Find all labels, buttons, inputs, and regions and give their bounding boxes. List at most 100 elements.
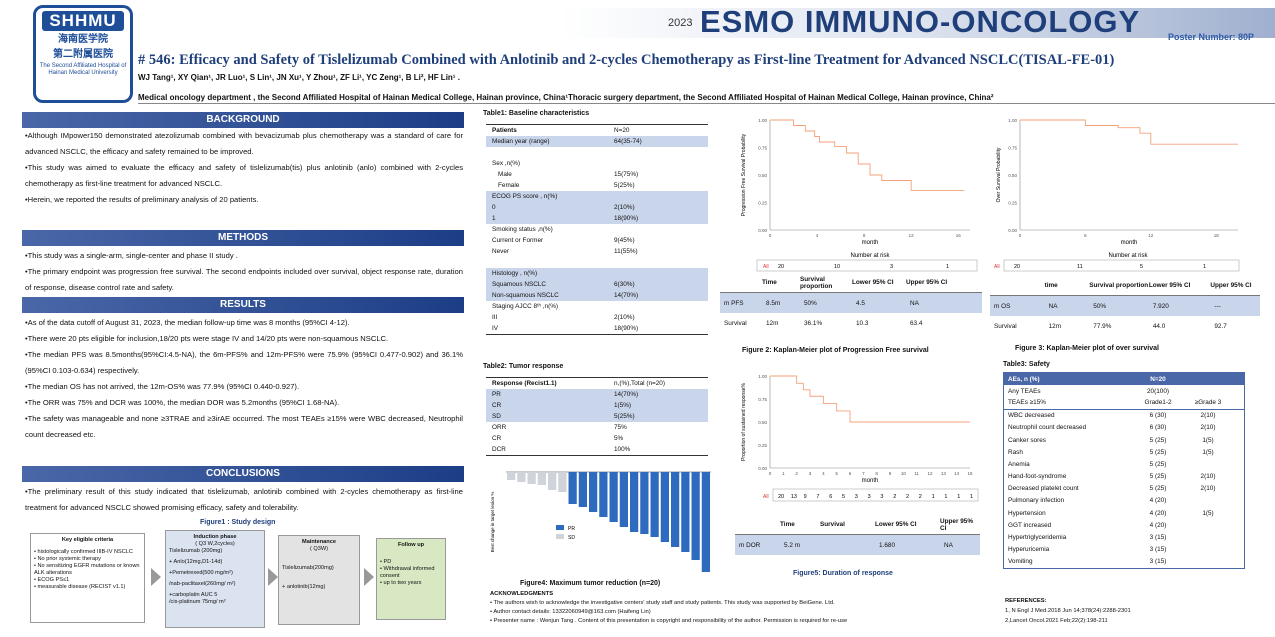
x-tick-label: 0 bbox=[1019, 233, 1022, 238]
references-heading: REFERENCES: bbox=[1005, 598, 1047, 604]
table-row: Survival 12m 77.9% 44.0 92.7 bbox=[990, 316, 1260, 336]
table-cell-label: Histology , n(%) bbox=[492, 270, 538, 277]
table-row: Female 5(25%) bbox=[486, 180, 708, 191]
waterfall-bar bbox=[609, 472, 618, 522]
table-cell-label: IV bbox=[492, 325, 499, 332]
poster-number: Poster Number: 80P bbox=[1168, 32, 1255, 42]
table-cell-value: 3 (15) bbox=[1149, 558, 1167, 566]
flow-line: Tislelizumab (200mg) bbox=[169, 548, 223, 554]
waterfall-bar bbox=[548, 472, 557, 490]
km-curve bbox=[770, 119, 965, 191]
legend-label-sd: SD bbox=[568, 535, 575, 541]
poster-title: # 546: Efficacy and Safety of Tislelizum… bbox=[138, 52, 1115, 68]
table-cell: 63.4 bbox=[910, 319, 923, 327]
risk-count: 6 bbox=[829, 494, 832, 500]
table-row: Anemia 5 (25) bbox=[1004, 458, 1244, 470]
table-cell-value: 5 (25) bbox=[1149, 473, 1167, 481]
flow-box-title: Key eligible criteria bbox=[61, 537, 114, 543]
legend-swatch-pr bbox=[556, 525, 564, 530]
table-header-row: time Survival proportion Lower 95% CI Upper… bbox=[990, 276, 1260, 296]
table-cell: 12m bbox=[766, 319, 779, 327]
flow-line: Tislelizumab(200mg) bbox=[282, 565, 334, 571]
logo-cn-line1: 海南医学院 bbox=[58, 34, 108, 45]
x-tick-label: 7 bbox=[862, 471, 865, 476]
table-header-cell: Upper 95% CI bbox=[1210, 282, 1252, 289]
risk-count: 3 bbox=[868, 494, 871, 500]
table-cell-label: SD bbox=[492, 413, 501, 420]
table-row: Survival 12m 36.1% 10.3 63.4 bbox=[720, 313, 982, 333]
x-tick-label: 18 bbox=[1214, 233, 1220, 238]
table-cell: m DOR bbox=[739, 541, 761, 549]
risk-row-label: All bbox=[994, 264, 1000, 270]
x-tick-label: 0 bbox=[769, 233, 772, 238]
table-cell-value: 75% bbox=[614, 424, 627, 431]
logo-mark: SHHMU bbox=[42, 11, 124, 31]
table-row: Median year (range) 64(35-74) bbox=[486, 136, 708, 147]
table-cell-value: N=20 bbox=[614, 127, 630, 134]
y-tick-label: 0.25 bbox=[758, 443, 767, 448]
flow-line: • No prior systemic therapy bbox=[34, 556, 101, 562]
legend-swatch-sd bbox=[556, 534, 564, 539]
waterfall-bar bbox=[691, 472, 700, 560]
table-row: Pulmonary infection 4 (20) bbox=[1004, 495, 1244, 507]
table-cell-label: ECOG PS score , n(%) bbox=[492, 193, 558, 200]
table-cell: 12m bbox=[1048, 322, 1062, 330]
risk-table-title: Number at risk bbox=[850, 253, 890, 259]
table-cell-label: Rash bbox=[1008, 448, 1023, 456]
y-tick-label: 0.75 bbox=[1008, 146, 1017, 151]
conference-year: 2023 bbox=[668, 17, 693, 29]
y-tick-label: 0.50 bbox=[758, 173, 767, 178]
table-row: m PFS 8.5m 50% 4.5 NA bbox=[720, 293, 982, 313]
table3-caption: Table3: Safety bbox=[1003, 361, 1050, 368]
table-cell-value: 2(10) bbox=[1200, 485, 1216, 493]
background-para: •Herein, we reported the results of prel… bbox=[25, 195, 259, 204]
risk-count: 5 bbox=[842, 494, 845, 500]
flow-line: • Withdrawal informed consent bbox=[380, 566, 435, 579]
legend-label-pr: PR bbox=[568, 526, 575, 532]
y-tick-label: 0.75 bbox=[758, 397, 767, 402]
table-cell-value: 4 (20) bbox=[1149, 509, 1167, 517]
table-row: Any TEAEs 20(100) bbox=[1004, 385, 1244, 397]
table-row: Vomiting 3 (15) bbox=[1004, 556, 1244, 568]
table-cell-value: 1(5) bbox=[1202, 509, 1214, 517]
table-cell-label: Patients bbox=[492, 127, 517, 134]
waterfall-bar bbox=[517, 472, 526, 482]
flow-line: • up to two years bbox=[380, 580, 422, 586]
flow-line: +carboplatin AUC 5 bbox=[169, 592, 218, 598]
risk-count: 2 bbox=[919, 494, 922, 500]
flow-line: • No sensitizing EGFR mutations or known… bbox=[34, 563, 140, 576]
table-cell-label: DCR bbox=[492, 446, 506, 453]
table-cell-value: 2(10%) bbox=[614, 204, 635, 211]
km-curve bbox=[770, 375, 970, 423]
x-tick-label: 4 bbox=[822, 471, 825, 476]
flow-line: +Pemetrexed(500 mg/m²) bbox=[169, 570, 233, 576]
risk-count: 20 bbox=[1014, 264, 1020, 270]
table-cell-label: Hypertension bbox=[1008, 509, 1046, 517]
risk-count: 10 bbox=[834, 264, 840, 270]
table-row bbox=[486, 147, 708, 158]
table-cell-value: n,(%),Total (n=20) bbox=[614, 380, 665, 387]
figure4-caption: Figure4: Maximum tumor reduction (n=20) bbox=[520, 580, 661, 587]
table-cell-value: N=20 bbox=[1150, 375, 1166, 383]
references: REFERENCES: 1, N Engl J Med.2018 Jun 14;… bbox=[1005, 596, 1131, 626]
table-row: PR 14(70%) bbox=[486, 389, 708, 400]
table-cell-label: PR bbox=[492, 391, 501, 398]
x-tick-label: 12 bbox=[927, 471, 933, 476]
y-tick-label: 0.50 bbox=[758, 420, 767, 425]
flow-line: • histologically confirmed IIIB-IV NSCLC bbox=[34, 549, 133, 555]
flow-box-subtitle: ( Q3W) bbox=[309, 546, 329, 552]
x-tick-label: 3 bbox=[809, 471, 812, 476]
ack-line: • Author contact details: 13322060949@16… bbox=[490, 609, 651, 615]
table-row: IV 18(90%) bbox=[486, 323, 708, 334]
waterfall-bar bbox=[537, 472, 546, 485]
table3: AEs, n (%) N=20 Any TEAEs 20(100) TEAEs ≥15%… bbox=[1003, 372, 1245, 569]
waterfall-bar bbox=[507, 472, 516, 480]
table-row: Hypertriglyceridemia 3 (15) bbox=[1004, 531, 1244, 543]
ack-heading: ACKNOWLEDGMENTS bbox=[490, 591, 554, 597]
y-axis-label: Proportion of sustained response% bbox=[741, 383, 747, 461]
km-dor-chart: 0.000.250.500.751.000 1 2 3 4 5 6 7 8 9 10 11 12 13 14… bbox=[741, 374, 979, 502]
y-tick-label: 0.00 bbox=[758, 228, 767, 233]
flow-line: + Anlo(12mg,D1-14d) bbox=[169, 559, 223, 565]
figure3-caption: Figure 3: Kaplan-Meier plot of over surv… bbox=[1015, 345, 1159, 352]
x-axis-label: month bbox=[862, 478, 879, 484]
